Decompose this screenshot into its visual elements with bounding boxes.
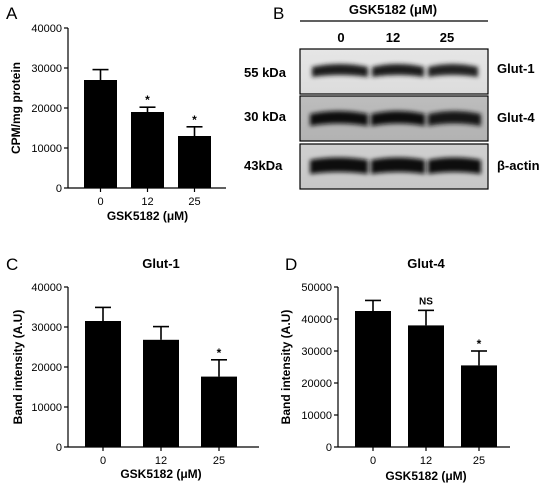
blot-treatment-label: GSK5182 (μM)	[349, 2, 437, 17]
chart-d-glut4: Glut-4 0 10000 20000 30000 40000 50000 0 12 NS 25 *…	[279, 256, 510, 483]
x-axis-title: GSK5182 (μM)	[120, 467, 201, 481]
x-tick-label: 25	[473, 455, 485, 467]
x-tick-label: 0	[100, 455, 106, 467]
x-tick-label: 0	[97, 196, 103, 208]
blot-size-label: 30 kDa	[244, 109, 287, 124]
chart-a-glucose-uptake: 0 10000 20000 30000 40000 0 12 * 25 * GSK5182 (μM)…	[9, 23, 226, 223]
western-blot: GSK5182 (μM) 0 12 25 55 kDa Glut-1 30 kD…	[244, 2, 540, 190]
blot-size-label: 55 kDa	[244, 65, 287, 80]
y-tick-label: 10000	[31, 402, 62, 414]
bar	[201, 376, 237, 447]
panel-letter-c: C	[6, 255, 18, 274]
blot-lane-label: 25	[440, 30, 454, 45]
y-tick-label: 40000	[31, 282, 62, 294]
y-tick-label: 20000	[31, 103, 62, 115]
y-tick-label: 30000	[301, 346, 332, 358]
bar	[461, 365, 497, 447]
chart-title: Glut-1	[142, 256, 180, 271]
panel-letter-b: B	[273, 4, 284, 23]
panel-letter-d: D	[285, 255, 297, 274]
blot-bands-glut1	[312, 64, 478, 77]
blot-protein-label: Glut-4	[497, 110, 535, 125]
y-tick-label: 30000	[31, 63, 62, 75]
bar	[355, 311, 391, 447]
bar	[85, 321, 121, 447]
significance-marker: NS	[419, 296, 433, 307]
blot-protein-label: Glut-1	[497, 61, 535, 76]
x-tick-label: 25	[188, 196, 200, 208]
y-tick-label: 10000	[301, 410, 332, 422]
y-axis-title: Band intensity (A.U)	[11, 310, 25, 425]
bar	[178, 136, 211, 188]
y-axis-title: Band intensity (A.U)	[279, 310, 293, 425]
y-axis-title: CPM/mg protein	[9, 62, 23, 154]
y-tick-label: 40000	[301, 314, 332, 326]
panel-letter-a: A	[6, 4, 18, 23]
y-tick-label: 30000	[31, 322, 62, 334]
x-tick-label: 12	[420, 455, 432, 467]
significance-marker: *	[217, 346, 222, 360]
y-tick-label: 50000	[301, 282, 332, 294]
significance-marker: *	[192, 113, 197, 127]
blot-protein-label: β-actin	[497, 158, 540, 173]
blot-size-label: 43kDa	[244, 158, 283, 173]
bar	[131, 112, 164, 188]
y-tick-label: 0	[56, 183, 62, 195]
x-axis-title: GSK5182 (μM)	[385, 469, 466, 483]
bar	[84, 80, 117, 188]
x-axis-title: GSK5182 (μM)	[107, 209, 188, 223]
blot-bands-actin	[310, 157, 481, 174]
chart-title: Glut-4	[407, 256, 445, 271]
x-tick-label: 25	[213, 455, 225, 467]
bar	[143, 339, 179, 447]
blot-lane-label: 0	[337, 30, 344, 45]
y-tick-label: 20000	[301, 378, 332, 390]
y-tick-label: 0	[326, 442, 332, 454]
blot-lane-label: 12	[386, 30, 400, 45]
y-tick-label: 10000	[31, 143, 62, 155]
y-tick-label: 20000	[31, 362, 62, 374]
y-tick-label: 0	[56, 442, 62, 454]
y-tick-label: 40000	[31, 23, 62, 35]
blot-bands-glut4	[310, 111, 481, 126]
x-tick-label: 12	[155, 455, 167, 467]
bar	[408, 325, 444, 447]
x-tick-label: 12	[141, 196, 153, 208]
chart-c-glut1: Glut-1 0 10000 20000 30000 40000 0 12 25 * GSK5182…	[11, 256, 259, 481]
x-tick-label: 0	[370, 455, 376, 467]
significance-marker: *	[477, 337, 482, 351]
significance-marker: *	[145, 93, 150, 107]
